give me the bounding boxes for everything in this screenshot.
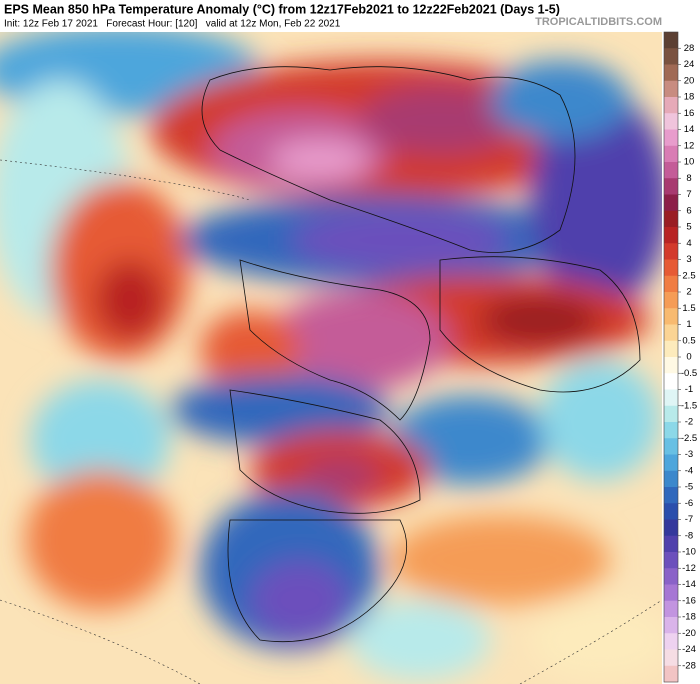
colorbar-swatch xyxy=(664,243,678,260)
colorbar-swatch xyxy=(664,535,678,553)
colorbar-swatch xyxy=(664,584,678,602)
colorbar-swatch xyxy=(664,649,678,667)
colorbar-tick-label: 8 xyxy=(686,173,691,184)
colorbar-swatch xyxy=(664,389,678,407)
colorbar-tick-label: 28 xyxy=(684,43,695,54)
colorbar-swatch xyxy=(664,470,678,488)
colorbar-swatch xyxy=(664,145,678,163)
source-watermark: TROPICALTIDBITS.COM xyxy=(535,16,662,28)
colorbar-swatch xyxy=(664,292,678,309)
colorbar-swatch xyxy=(664,373,678,390)
colorbar-swatch xyxy=(664,503,678,520)
colorbar-swatch xyxy=(664,129,678,147)
colorbar-tick-label: 0.5 xyxy=(682,335,695,346)
colorbar-tick-label: -2 xyxy=(685,417,693,428)
colorbar-tick-label: 2.5 xyxy=(682,270,695,281)
colorbar-tick-label: -18 xyxy=(682,612,696,623)
colorbar-swatch xyxy=(664,438,678,455)
colorbar-swatch xyxy=(664,357,678,374)
colorbar-tick-label: 12 xyxy=(684,140,695,151)
colorbar-swatch xyxy=(664,422,678,439)
colorbar-tick-label: -4 xyxy=(685,465,693,476)
colorbar-swatch xyxy=(664,48,678,65)
colorbar-swatch xyxy=(664,210,678,228)
colorbar-tick-label: -6 xyxy=(685,498,693,509)
colorbar-tick-label: -16 xyxy=(682,595,696,606)
colorbar-tick-label: -10 xyxy=(682,547,696,558)
colorbar-swatch xyxy=(664,113,678,130)
map xyxy=(0,32,662,684)
colorbar-swatch xyxy=(664,617,678,634)
colorbar-swatch xyxy=(664,308,678,325)
colorbar-swatch xyxy=(664,80,678,98)
colorbar-swatch xyxy=(664,454,678,472)
colorbar-tick-label: 6 xyxy=(686,205,691,216)
colorbar-tick-label: 4 xyxy=(686,238,691,249)
colorbar-swatch xyxy=(664,487,678,504)
colorbar-swatch xyxy=(664,178,678,195)
colorbar-swatch xyxy=(664,568,678,585)
colorbar-tick-label: 1.5 xyxy=(682,303,695,314)
colorbar-swatch xyxy=(664,259,678,277)
colorbar-swatch xyxy=(664,227,678,244)
colorbar-tick-label: -3 xyxy=(685,449,693,460)
colorbar-tick-label: 20 xyxy=(684,75,695,86)
colorbar-tick-label: 0 xyxy=(686,352,691,363)
colorbar-tick-label: -0.5 xyxy=(681,368,697,379)
colorbar-tick-label: 5 xyxy=(686,222,691,233)
colorbar-swatch xyxy=(664,600,678,618)
colorbar-swatch xyxy=(664,340,678,358)
colorbar-tick-label: -12 xyxy=(682,563,696,574)
colorbar-swatch xyxy=(664,64,678,82)
colorbar-swatch xyxy=(664,275,678,293)
colorbar-tick-label: 3 xyxy=(686,254,691,265)
colorbar-tick-label: -8 xyxy=(685,530,693,541)
colorbar-tick-label: 14 xyxy=(684,124,695,135)
colorbar-tick-label: -1.5 xyxy=(681,400,697,411)
colorbar-tick-label: 24 xyxy=(684,59,695,70)
colorbar-swatch xyxy=(664,552,678,569)
colorbar-tick-label: -5 xyxy=(685,482,693,493)
colorbar-tick-label: -1 xyxy=(685,384,693,395)
colorbar-tick-label: 18 xyxy=(684,92,695,103)
colorbar-swatch xyxy=(664,97,678,114)
colorbar-tick-label: -7 xyxy=(685,514,693,525)
colorbar-swatch xyxy=(664,405,678,423)
colorbar-tick-label: -2.5 xyxy=(681,433,697,444)
colorbar-tick-label: 2 xyxy=(686,287,691,298)
title: EPS Mean 850 hPa Temperature Anomaly (°C… xyxy=(4,2,560,16)
colorbar-swatch xyxy=(664,32,678,49)
colorbar-tick-label: 10 xyxy=(684,157,695,168)
colorbar-swatch xyxy=(664,194,678,212)
colorbar-tick-label: -28 xyxy=(682,660,696,671)
colorbar-swatch xyxy=(664,633,678,650)
colorbar-swatch xyxy=(664,162,678,179)
colorbar-swatch xyxy=(664,665,678,683)
colorbar: 28 24 20 18 16 14 12 10 8 7 6 5 4 3 2.5 2 1.5 1 0.5 0 -0.5 -1… xyxy=(663,31,697,683)
colorbar-tick-label: 16 xyxy=(684,108,695,119)
colorbar-tick-label: -24 xyxy=(682,644,696,655)
colorbar-tick-label: 1 xyxy=(686,319,691,330)
colorbar-swatch xyxy=(664,324,678,342)
colorbar-tick-label: 7 xyxy=(686,189,691,200)
colorbar-tick-label: -14 xyxy=(682,579,696,590)
colorbar-tick-label: -20 xyxy=(682,628,696,639)
colorbar-swatch xyxy=(664,519,678,537)
subtitle: Init: 12z Feb 17 2021 Forecast Hour: [12… xyxy=(4,19,341,30)
